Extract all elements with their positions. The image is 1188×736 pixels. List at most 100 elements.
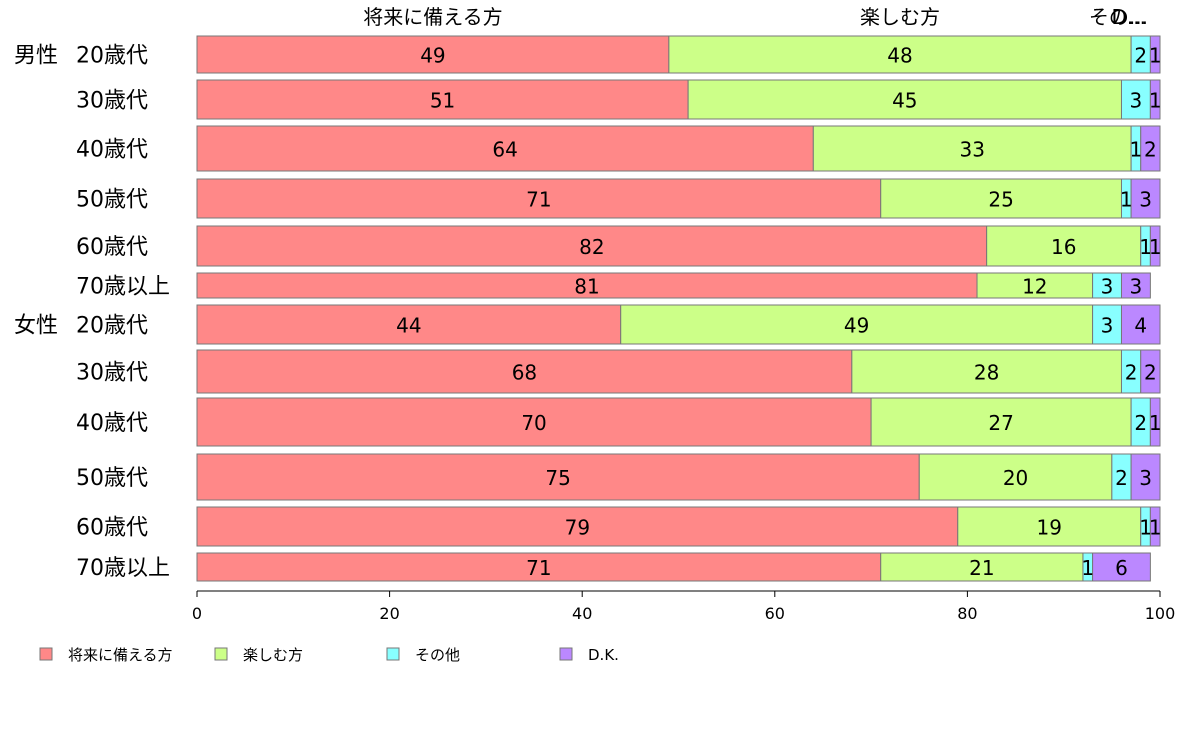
data-label: 1 <box>1149 44 1162 68</box>
data-label: 2 <box>1144 138 1157 162</box>
data-label: 1 <box>1149 516 1162 540</box>
data-label: 2 <box>1125 361 1138 385</box>
data-label: 81 <box>574 275 599 299</box>
bar-segment <box>1120 79 1151 120</box>
bar-segment <box>1149 79 1161 120</box>
data-label: 3 <box>1101 275 1114 299</box>
bar-segment <box>1120 304 1161 345</box>
data-label: 48 <box>887 44 912 68</box>
legend-label: D.K. <box>588 646 619 664</box>
data-label: 21 <box>969 556 994 580</box>
bar-segment <box>1149 506 1161 547</box>
bar-segment <box>1130 178 1161 219</box>
category-label: 70歳以上 <box>76 556 170 581</box>
bar-segment <box>1140 349 1161 394</box>
data-label: 27 <box>988 411 1013 435</box>
bar-segment <box>196 349 853 394</box>
data-label: 51 <box>430 89 455 113</box>
x-tick-label: 80 <box>957 604 977 623</box>
data-label: 71 <box>526 556 551 580</box>
data-label: 16 <box>1051 235 1076 259</box>
top-series-label: その... <box>1089 5 1148 29</box>
bar-segment <box>851 349 1122 394</box>
data-label: 1 <box>1149 411 1162 435</box>
bar-segment <box>196 304 622 345</box>
data-label: 2 <box>1134 44 1147 68</box>
x-tick-label: 100 <box>1145 604 1176 623</box>
data-label: 2 <box>1144 361 1157 385</box>
bar-segment <box>1149 35 1161 74</box>
data-label: 25 <box>988 188 1013 212</box>
legend: 将来に備える方 楽しむ方 その他 D.K. <box>39 646 619 664</box>
bar-segment <box>196 272 978 299</box>
data-label: 1 <box>1081 556 1094 580</box>
top-series-label: 楽しむ方 <box>860 5 940 29</box>
category-labels-layer: 20歳代男性30歳代40歳代50歳代60歳代70歳以上20歳代女性30歳代40歳… <box>14 44 170 582</box>
legend-swatch <box>559 647 573 661</box>
category-label: 60歳代 <box>76 235 148 260</box>
legend-label: 楽しむ方 <box>243 646 303 664</box>
data-label: 49 <box>844 314 869 338</box>
bar-segment <box>196 397 872 447</box>
data-label: 20 <box>1003 466 1028 490</box>
category-label: 40歳代 <box>76 138 148 163</box>
bar-segment <box>196 453 920 501</box>
data-label: 1 <box>1149 89 1162 113</box>
top-series-label: D... <box>1112 5 1146 29</box>
data-label: 2 <box>1115 466 1128 490</box>
bar-segment <box>1120 272 1151 299</box>
legend-label: 将来に備える方 <box>68 646 173 664</box>
data-label: 12 <box>1022 275 1047 299</box>
category-label: 40歳代 <box>76 411 148 436</box>
data-label: 2 <box>1134 411 1147 435</box>
bar-segment <box>1140 125 1161 172</box>
top-series-label: 将来に備える方 <box>363 5 502 29</box>
bar-segment <box>957 506 1142 547</box>
bar-segment <box>1149 397 1161 447</box>
data-label: 1 <box>1120 188 1133 212</box>
bar-segment <box>880 552 1084 582</box>
x-tick-label: 0 <box>192 604 202 623</box>
bar-segment <box>196 79 689 120</box>
x-tick-label: 20 <box>379 604 399 623</box>
bar-segment <box>196 506 959 547</box>
bar-segment <box>812 125 1132 172</box>
bar-segment <box>196 125 814 172</box>
data-label: 49 <box>420 44 445 68</box>
bar-segment <box>1130 453 1161 501</box>
bar-segment <box>620 304 1094 345</box>
category-label: 20歳代 <box>76 314 148 339</box>
legend-label: その他 <box>415 646 460 664</box>
data-label: 33 <box>959 138 984 162</box>
x-tick-label: 60 <box>765 604 785 623</box>
category-label: 50歳代 <box>76 188 148 213</box>
bar-segment <box>668 35 1132 74</box>
bar-segment <box>196 35 670 74</box>
bar-segment <box>870 397 1132 447</box>
group-label: 男性 <box>14 44 58 69</box>
data-label: 68 <box>512 361 537 385</box>
category-label: 20歳代 <box>76 44 148 69</box>
data-label: 45 <box>892 89 917 113</box>
data-label: 75 <box>545 466 570 490</box>
data-label: 79 <box>565 516 590 540</box>
data-label: 70 <box>521 411 546 435</box>
data-label: 28 <box>974 361 999 385</box>
legend-swatch <box>39 647 53 661</box>
bar-segment <box>1092 304 1122 345</box>
x-tick-label: 40 <box>572 604 592 623</box>
data-label: 44 <box>396 314 421 338</box>
bar-segment <box>196 225 988 267</box>
bars-layer <box>196 35 1161 582</box>
bar-segment <box>1092 272 1122 299</box>
data-label: 71 <box>526 188 551 212</box>
bar-segment <box>976 272 1094 299</box>
data-label: 1 <box>1130 138 1143 162</box>
legend-swatch <box>386 647 400 661</box>
data-label: 3 <box>1101 314 1114 338</box>
bar-segment <box>196 552 882 582</box>
bar-segment <box>880 178 1122 219</box>
bar-segment <box>687 79 1122 120</box>
